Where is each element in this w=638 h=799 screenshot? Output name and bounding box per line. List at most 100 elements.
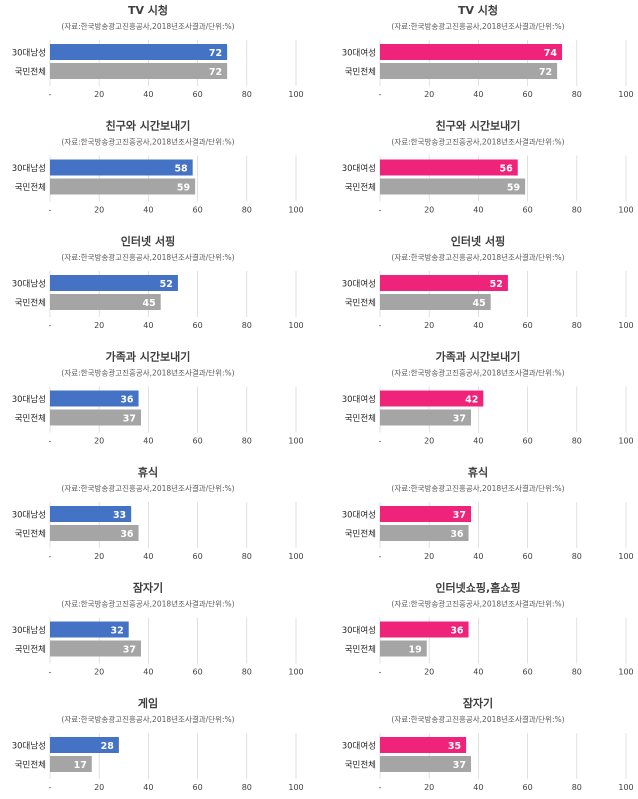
bar-total <box>380 294 491 310</box>
x-tick-label: 60 <box>193 437 203 446</box>
chart-title: 친구와 시간보내기 <box>436 119 521 133</box>
x-tick-label: 80 <box>242 437 252 446</box>
x-tick-label: - <box>379 321 382 330</box>
chart-title: 휴식 <box>468 465 488 479</box>
x-tick-label: 40 <box>473 437 483 446</box>
x-tick-label: 80 <box>242 321 252 330</box>
chart-panel: 휴식 (자료:한국방송광고진흥공사,2018년조사결과/단위:%) - 20 40 60 8… <box>12 465 304 561</box>
x-tick-label: 20 <box>424 668 434 677</box>
category-label: 국민전체 <box>345 760 376 771</box>
x-tick-label: 60 <box>193 321 203 330</box>
chart-panel: 가족과 시간보내기 (자료:한국방송광고진흥공사,2018년조사결과/단위:%) -… <box>342 350 634 446</box>
x-tick-label: 40 <box>473 668 483 677</box>
x-tick-label: - <box>379 90 382 99</box>
bar-total <box>50 294 161 310</box>
data-label: 45 <box>472 298 485 309</box>
data-label: 37 <box>123 645 136 656</box>
chart-title: 인터넷 서핑 <box>451 234 505 248</box>
x-tick-label: 80 <box>242 783 252 792</box>
x-tick-label: 100 <box>288 783 303 792</box>
x-tick-label: 60 <box>523 321 533 330</box>
x-tick-label: 20 <box>424 206 434 215</box>
chart-title: 가족과 시간보내기 <box>436 350 521 364</box>
bar-segment <box>50 159 193 176</box>
data-label: 35 <box>448 741 461 752</box>
x-tick-label: 100 <box>288 206 303 215</box>
bar-total <box>50 178 196 195</box>
chart-source-note: (자료:한국방송광고진흥공사,2018년조사결과/단위:%) <box>61 483 234 493</box>
data-label: 36 <box>120 529 134 540</box>
data-label: 36 <box>450 529 464 540</box>
data-label: 59 <box>507 183 520 194</box>
category-label: 국민전체 <box>15 644 46 655</box>
chart-source-note: (자료:한국방송광고진흥공사,2018년조사결과/단위:%) <box>391 599 564 609</box>
category-label: 30대남성 <box>12 164 46 174</box>
bar-total <box>50 409 142 426</box>
x-tick-label: 60 <box>523 668 533 677</box>
x-tick-label: 100 <box>618 668 633 677</box>
category-label: 국민전체 <box>345 182 376 193</box>
x-tick-label: 40 <box>143 668 153 677</box>
x-tick-label: 40 <box>473 321 483 330</box>
x-tick-label: 100 <box>618 90 633 99</box>
x-tick-label: 20 <box>424 783 434 792</box>
data-label: 72 <box>209 48 222 59</box>
x-tick-label: 100 <box>288 90 303 99</box>
x-tick-label: 80 <box>242 668 252 677</box>
x-tick-label: 20 <box>94 783 104 792</box>
x-tick-label: 60 <box>193 206 203 215</box>
chart-panel: 인터넷 서핑 (자료:한국방송광고진흥공사,2018년조사결과/단위:%) - 20 4… <box>342 234 634 330</box>
x-tick-label: - <box>49 552 52 561</box>
x-tick-label: 80 <box>572 321 582 330</box>
bar-segment <box>50 44 228 60</box>
category-label: 30대남성 <box>12 280 46 290</box>
category-label: 30대여성 <box>342 394 376 405</box>
chart-panel: TV 시청 (자료:한국방송광고진흥공사,2018년조사결과/단위:%) - 20 40… <box>342 3 634 99</box>
chart-source-note: (자료:한국방송광고진흥공사,2018년조사결과/단위:%) <box>391 368 564 378</box>
x-tick-label: 20 <box>94 552 104 561</box>
bar-total <box>50 63 228 79</box>
x-tick-label: 40 <box>473 90 483 99</box>
x-tick-label: 20 <box>94 206 104 215</box>
x-tick-label: 40 <box>473 783 483 792</box>
x-tick-label: 60 <box>523 437 533 446</box>
bar-total <box>380 640 427 657</box>
category-label: 국민전체 <box>15 67 46 78</box>
x-tick-label: 80 <box>242 90 252 99</box>
chart-panel: 잠자기 (자료:한국방송광고진흥공사,2018년조사결과/단위:%) - 20 40 60… <box>342 696 634 792</box>
category-label: 국민전체 <box>345 529 376 540</box>
x-tick-label: 60 <box>193 668 203 677</box>
x-tick-label: 20 <box>94 90 104 99</box>
chart-title: 휴식 <box>138 465 158 479</box>
bar-total <box>50 756 92 772</box>
bar-segment <box>380 621 469 638</box>
chart-panel: 친구와 시간보내기 (자료:한국방송광고진흥공사,2018년조사결과/단위:%) -… <box>342 119 634 215</box>
chart-source-note: (자료:한국방송광고진흥공사,2018년조사결과/단위:%) <box>391 252 564 262</box>
bar-total <box>50 640 142 657</box>
chart-source-note: (자료:한국방송광고진흥공사,2018년조사결과/단위:%) <box>391 21 564 31</box>
data-label: 45 <box>142 298 155 309</box>
x-tick-label: - <box>379 668 382 677</box>
x-tick-label: 100 <box>288 668 303 677</box>
x-tick-label: - <box>49 783 52 792</box>
x-tick-label: - <box>49 321 52 330</box>
chart-title: 잠자기 <box>463 696 493 710</box>
data-label: 33 <box>113 510 126 521</box>
chart-source-note: (자료:한국방송광고진흥공사,2018년조사결과/단위:%) <box>391 137 564 147</box>
x-tick-label: 80 <box>572 668 582 677</box>
category-label: 30대남성 <box>12 626 46 636</box>
x-tick-label: - <box>379 552 382 561</box>
bar-segment <box>380 506 472 522</box>
data-label: 28 <box>101 741 115 752</box>
x-tick-label: 60 <box>523 552 533 561</box>
x-tick-label: 40 <box>143 206 153 215</box>
category-label: 30대여성 <box>342 279 376 290</box>
x-tick-label: 100 <box>618 206 633 215</box>
chart-source-note: (자료:한국방송광고진흥공사,2018년조사결과/단위:%) <box>61 252 234 262</box>
chart-panel: 게임 (자료:한국방송광고진흥공사,2018년조사결과/단위:%) - 20 40 60 8… <box>12 696 304 792</box>
x-tick-label: 80 <box>572 206 582 215</box>
data-label: 42 <box>465 395 478 406</box>
x-tick-label: 60 <box>193 90 203 99</box>
